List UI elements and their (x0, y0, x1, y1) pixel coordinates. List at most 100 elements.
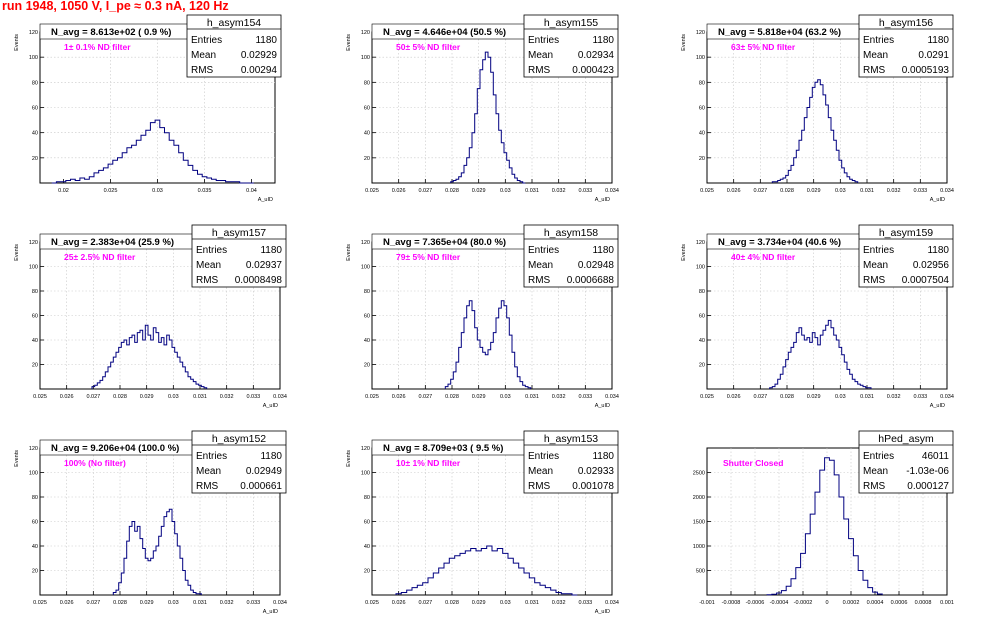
x-tick-label: 0.034 (940, 188, 954, 194)
x-tick-label: 0.027 (753, 188, 767, 194)
x-tick-label: 0.025 (365, 188, 379, 194)
stats-mean-label: Mean (528, 466, 553, 477)
stats-box: h_asym155 Entries 1180 Mean 0.02934 RMS 0.0004… (523, 14, 619, 78)
stats-rms-label: RMS (528, 481, 551, 492)
histogram-line (771, 79, 859, 183)
y-tick-label: 100 (29, 265, 38, 271)
x-tick-label: 0.0006 (891, 600, 908, 606)
x-tick-label: 0.033 (578, 188, 592, 194)
x-tick-label: 0.025 (700, 394, 714, 400)
navg-text: N_avg = 9.206e+04 (100.0 %) (51, 443, 179, 454)
x-tick-label: 0.027 (418, 394, 432, 400)
x-tick-label: 0.033 (578, 394, 592, 400)
x-tick-label: 0.025 (33, 600, 47, 606)
y-axis-title: Events (14, 450, 20, 467)
histogram-line (112, 508, 202, 595)
stats-title: h_asym158 (544, 227, 598, 239)
y-tick-label: 40 (32, 544, 38, 550)
x-tick-label: 0.026 (392, 600, 406, 606)
histogram-pad: 0.025 0.026 0.027 0.028 0.029 0.03 0.031 0.032 0… (346, 14, 619, 203)
stats-rms-label: RMS (196, 275, 219, 286)
histogram-line (450, 51, 526, 184)
x-tick-label: 0.031 (193, 394, 207, 400)
x-tick-label: 0.026 (392, 188, 406, 194)
stats-entries-value: 1180 (592, 35, 614, 46)
filter-label: 25± 2.5% ND filter (64, 252, 136, 262)
x-tick-label: 0.034 (273, 394, 287, 400)
stats-mean-label: Mean (863, 260, 888, 271)
x-tick-label: 0.0008 (915, 600, 932, 606)
y-tick-label: 1500 (693, 520, 705, 526)
navg-label: N_avg = 9.206e+04 (100.0 %) (39, 439, 230, 456)
y-tick-label: 80 (364, 80, 370, 86)
y-tick-label: 120 (696, 240, 705, 246)
y-tick-label: 60 (699, 106, 705, 112)
stats-frame (523, 14, 619, 78)
x-tick-label: 0.028 (780, 188, 794, 194)
y-axis-title: Events (14, 244, 20, 261)
x-tick-label: 0.031 (525, 600, 539, 606)
x-tick-label: 0.0002 (843, 600, 860, 606)
stats-frame (191, 224, 287, 288)
x-tick-label: 0.033 (578, 600, 592, 606)
stats-box: h_asym152 Entries 1180 Mean 0.02949 RMS 0.0006… (191, 430, 287, 494)
x-tick-label: 0.029 (472, 188, 486, 194)
x-tick-label: 0.025 (365, 600, 379, 606)
run-title: run 1948, 1050 V, I_pe ≈ 0.3 nA, 120 Hz (2, 0, 229, 13)
stats-mean-value: 0.02949 (246, 466, 283, 477)
x-tick-label: 0.025 (700, 188, 714, 194)
x-tick-label: 0.028 (113, 600, 127, 606)
stats-frame (523, 224, 619, 288)
histogram-pad: -0.001 -0.0008 -0.0006 -0.0004 -0.0002 0 0.000… (693, 430, 954, 606)
y-axis-title: Events (346, 450, 352, 467)
histogram-line (91, 324, 208, 389)
y-tick-label: 100 (29, 55, 38, 61)
x-axis-title: A_uID (258, 197, 273, 203)
y-tick-label: 100 (361, 55, 370, 61)
y-tick-label: 20 (32, 363, 38, 369)
y-tick-label: 20 (364, 156, 370, 162)
filter-label: 10± 1% ND filter (396, 458, 461, 468)
stats-rms-value: 0.00294 (241, 65, 278, 76)
histogram-pad: 0.025 0.026 0.027 0.028 0.029 0.03 0.031 0.032 0… (681, 14, 954, 203)
x-tick-label: 0.033 (913, 188, 927, 194)
navg-text: N_avg = 4.646e+04 (50.5 %) (383, 27, 506, 38)
x-tick-label: 0.033 (246, 600, 260, 606)
x-tick-label: 0.028 (445, 188, 459, 194)
x-tick-label: 0.025 (33, 394, 47, 400)
y-tick-label: 40 (32, 338, 38, 344)
x-tick-label: 0.033 (246, 394, 260, 400)
stats-entries-label: Entries (196, 245, 227, 256)
x-tick-label: 0.029 (140, 600, 154, 606)
x-axis-title: A_uID (595, 403, 610, 409)
stats-title: h_asym152 (212, 433, 266, 445)
y-tick-label: 80 (32, 495, 38, 501)
x-tick-label: 0.032 (220, 600, 234, 606)
navg-text: N_avg = 2.383e+04 (25.9 %) (51, 237, 174, 248)
y-tick-label: 80 (32, 289, 38, 295)
y-tick-label: 120 (361, 240, 370, 246)
stats-rms-value: 0.0006688 (567, 275, 615, 286)
stats-rms-label: RMS (528, 65, 551, 76)
x-tick-label: -0.001 (699, 600, 715, 606)
y-tick-label: 120 (29, 446, 38, 452)
y-tick-label: 2500 (693, 471, 705, 477)
x-tick-label: 0.026 (727, 188, 741, 194)
x-tick-label: 0.027 (753, 394, 767, 400)
x-tick-label: 0.032 (220, 394, 234, 400)
x-tick-label: 0.026 (60, 394, 74, 400)
x-tick-label: 0.032 (552, 394, 566, 400)
x-tick-label: 0.029 (807, 394, 821, 400)
stats-entries-value: 1180 (255, 35, 277, 46)
stats-rms-value: 0.000127 (907, 481, 949, 492)
y-tick-label: 80 (699, 289, 705, 295)
navg-text: N_avg = 7.365e+04 (80.0 %) (383, 237, 506, 248)
stats-rms-label: RMS (863, 65, 886, 76)
y-tick-label: 60 (364, 106, 370, 112)
x-tick-label: 0.03 (500, 394, 511, 400)
navg-text: N_avg = 3.734e+04 (40.6 %) (718, 237, 841, 248)
y-tick-label: 120 (29, 240, 38, 246)
x-tick-label: 0.027 (418, 600, 432, 606)
stats-rms-label: RMS (863, 481, 886, 492)
